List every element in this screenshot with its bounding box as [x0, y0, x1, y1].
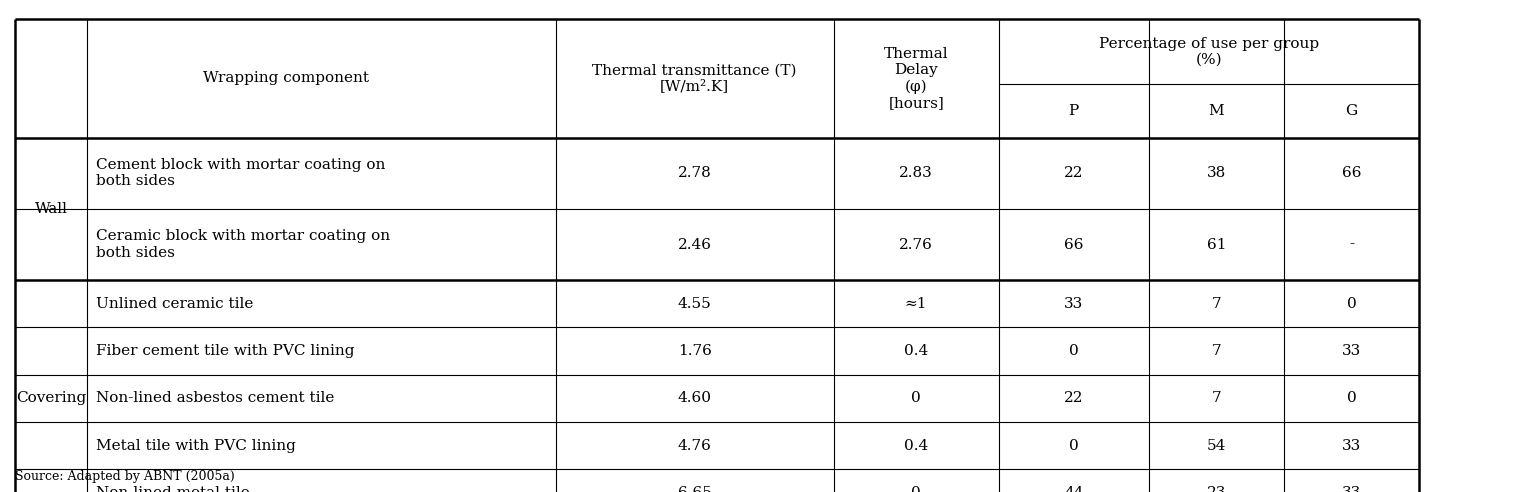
Text: 2.46: 2.46 [677, 238, 712, 251]
Text: Fiber cement tile with PVC lining: Fiber cement tile with PVC lining [97, 344, 355, 358]
Text: 44: 44 [1065, 486, 1083, 492]
Text: Non-lined metal tile: Non-lined metal tile [97, 486, 250, 492]
Text: M: M [1209, 104, 1224, 118]
Text: 2.76: 2.76 [899, 238, 933, 251]
Text: Ceramic block with mortar coating on
both sides: Ceramic block with mortar coating on bot… [97, 229, 391, 260]
Text: 66: 66 [1065, 238, 1083, 251]
Text: 4.60: 4.60 [677, 391, 712, 405]
Text: Metal tile with PVC lining: Metal tile with PVC lining [97, 438, 296, 453]
Text: 33: 33 [1065, 297, 1083, 311]
Text: Percentage of use per group
(%): Percentage of use per group (%) [1098, 37, 1319, 67]
Text: 6.65: 6.65 [677, 486, 712, 492]
Text: Covering: Covering [17, 391, 86, 405]
Text: Wrapping component: Wrapping component [202, 71, 369, 86]
Text: 33: 33 [1342, 438, 1360, 453]
Text: 4.76: 4.76 [677, 438, 712, 453]
Text: Cement block with mortar coating on
both sides: Cement block with mortar coating on both… [97, 158, 386, 188]
Text: 54: 54 [1207, 438, 1226, 453]
Text: G: G [1345, 104, 1357, 118]
Text: 33: 33 [1342, 486, 1360, 492]
Text: Non-lined asbestos cement tile: Non-lined asbestos cement tile [97, 391, 336, 405]
Text: Thermal transmittance (T)
[W/m².K]: Thermal transmittance (T) [W/m².K] [593, 63, 797, 93]
Text: 7: 7 [1212, 297, 1221, 311]
Text: -: - [1350, 238, 1354, 251]
Text: 0: 0 [1347, 391, 1356, 405]
Text: 38: 38 [1207, 166, 1226, 180]
Text: 61: 61 [1207, 238, 1226, 251]
Text: 4.55: 4.55 [677, 297, 711, 311]
Text: Source: Adapted by ABNT (2005a): Source: Adapted by ABNT (2005a) [15, 470, 234, 483]
Text: 0.4: 0.4 [904, 438, 928, 453]
Text: 0: 0 [1069, 344, 1079, 358]
Text: Wall: Wall [35, 202, 67, 216]
Text: 0: 0 [912, 391, 921, 405]
Text: 33: 33 [1342, 344, 1360, 358]
Text: Unlined ceramic tile: Unlined ceramic tile [97, 297, 254, 311]
Text: 66: 66 [1342, 166, 1362, 180]
Text: 1.76: 1.76 [677, 344, 712, 358]
Text: 0: 0 [1347, 297, 1356, 311]
Text: 0.4: 0.4 [904, 344, 928, 358]
Text: 2.83: 2.83 [899, 166, 933, 180]
Text: P: P [1069, 104, 1079, 118]
Text: 0: 0 [912, 486, 921, 492]
Text: 0: 0 [1069, 438, 1079, 453]
Text: 22: 22 [1065, 166, 1083, 180]
Text: 2.78: 2.78 [677, 166, 711, 180]
Text: ≈1: ≈1 [905, 297, 927, 311]
Text: Thermal
Delay
(φ)
[hours]: Thermal Delay (φ) [hours] [884, 47, 948, 110]
Text: 7: 7 [1212, 344, 1221, 358]
Text: 7: 7 [1212, 391, 1221, 405]
Text: 23: 23 [1207, 486, 1226, 492]
Text: 22: 22 [1065, 391, 1083, 405]
